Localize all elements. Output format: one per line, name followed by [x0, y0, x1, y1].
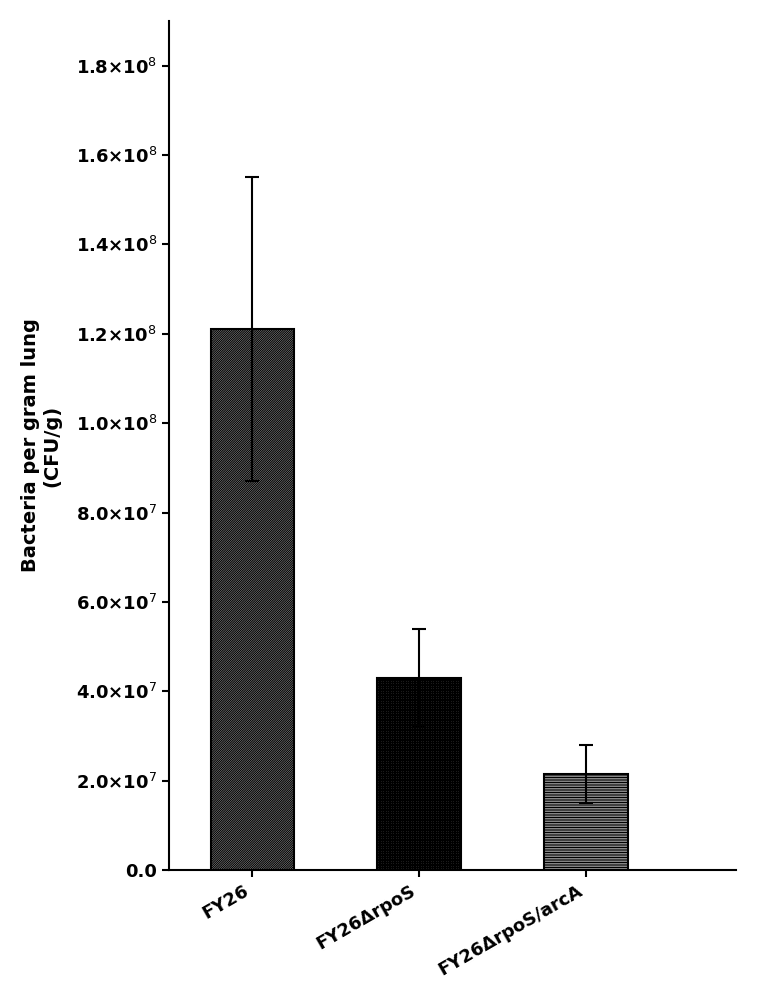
Bar	[378, 678, 461, 870]
Y-axis label: Bacteria per gram lung
(CFU/g): Bacteria per gram lung (CFU/g)	[21, 319, 62, 572]
Bar	[210, 329, 294, 870]
Bar	[544, 774, 628, 870]
